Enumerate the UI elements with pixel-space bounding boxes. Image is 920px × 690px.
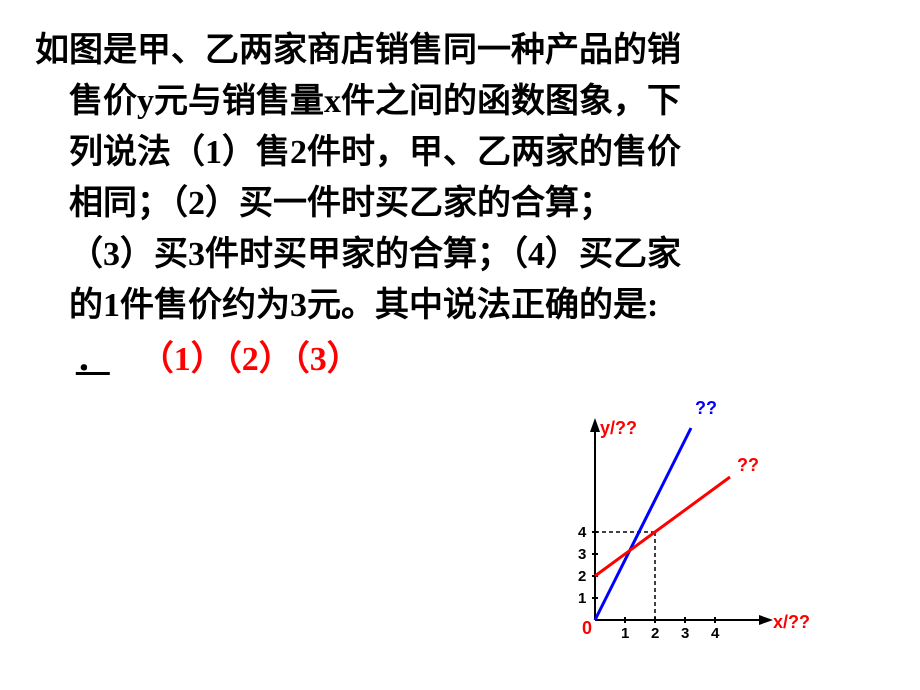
- text-line-4: 相同；（2）买一件时买乙家的合算；: [69, 185, 613, 222]
- text-line-3: 列说法（1）售2件时，甲、乙两家的售价: [69, 134, 681, 171]
- answer-row: ． （1）（2）（3）: [35, 331, 885, 380]
- line-jia: [595, 428, 691, 620]
- x-axis-arrow: [759, 615, 773, 625]
- y-axis-label: y/??: [600, 418, 637, 439]
- text-line-6: 的1件售价约为3元。其中说法正确的是:: [69, 287, 658, 324]
- text-line-1: 如图是甲、乙两家商店销售同一种产品的销: [35, 32, 681, 69]
- answer-text: （1）（2）（3）: [140, 331, 361, 380]
- text-line-5: （3）买3件时买甲家的合算；（4）买乙家: [69, 236, 681, 273]
- problem-content: 如图是甲、乙两家商店销售同一种产品的销 售价y元与销售量x件之间的函数图象，下 …: [0, 0, 920, 405]
- blank-underscore: ．: [76, 331, 110, 380]
- origin-label: 0: [582, 618, 592, 639]
- x-tick-label-2: 2: [651, 625, 659, 642]
- problem-text: 如图是甲、乙两家商店销售同一种产品的销 售价y元与销售量x件之间的函数图象，下 …: [35, 25, 885, 331]
- line-yi: [595, 477, 730, 576]
- text-line-2: 售价y元与销售量x件之间的函数图象，下: [69, 83, 681, 120]
- line-yi-label: ??: [737, 455, 759, 476]
- x-tick-label-4: 4: [711, 625, 719, 642]
- x-axis-label: x/??: [773, 612, 810, 633]
- x-tick-label-3: 3: [681, 625, 689, 642]
- y-tick-label-3: 3: [578, 546, 586, 563]
- y-axis-arrow: [590, 418, 600, 432]
- line-jia-label: ??: [695, 398, 717, 419]
- x-tick-label-1: 1: [621, 625, 629, 642]
- function-chart: y/?? x/?? 0 ?? ?? 1 2 3 4 1 2 3 4: [555, 390, 825, 660]
- y-tick-label-1: 1: [578, 590, 586, 607]
- y-tick-label-4: 4: [578, 524, 586, 541]
- y-tick-label-2: 2: [578, 568, 586, 585]
